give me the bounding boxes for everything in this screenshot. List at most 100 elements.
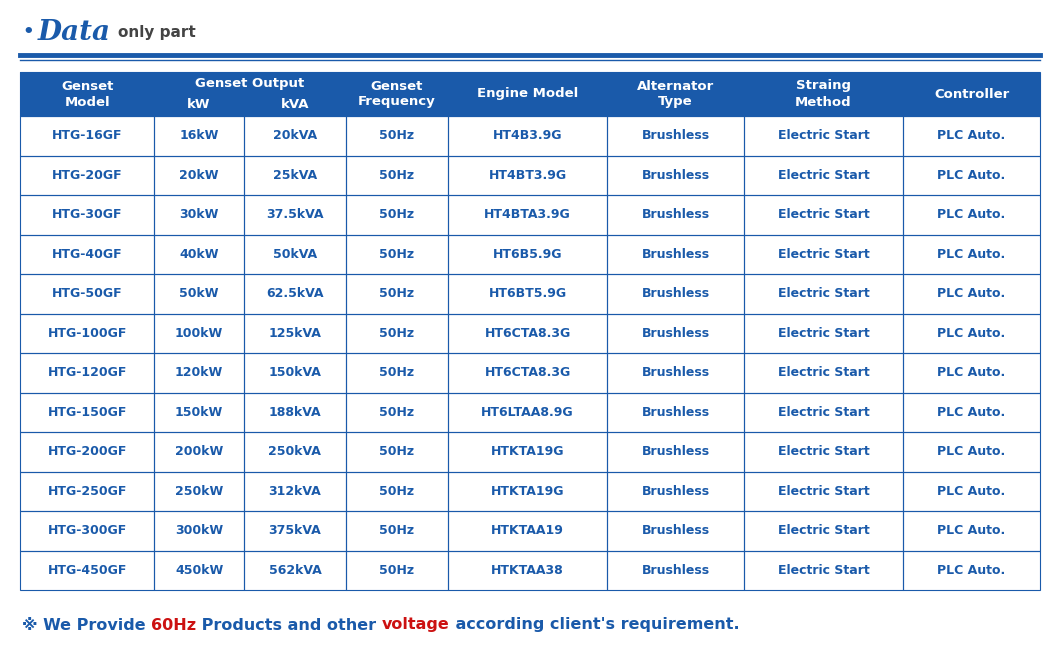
Text: HT6LTAA8.9G: HT6LTAA8.9G bbox=[481, 406, 573, 419]
Bar bbox=[903, 432, 1040, 471]
Text: 20kW: 20kW bbox=[179, 169, 218, 182]
Text: HTKTAA38: HTKTAA38 bbox=[491, 564, 564, 577]
Bar bbox=[607, 274, 744, 314]
Bar bbox=[448, 353, 607, 393]
Bar bbox=[155, 72, 346, 94]
Bar bbox=[744, 314, 903, 353]
Bar bbox=[448, 274, 607, 314]
Bar bbox=[448, 314, 607, 353]
Bar bbox=[20, 393, 155, 432]
Text: PLC Auto.: PLC Auto. bbox=[937, 129, 1006, 142]
Text: Alternator
Type: Alternator Type bbox=[637, 79, 714, 109]
Bar bbox=[903, 72, 1040, 116]
Bar bbox=[903, 195, 1040, 234]
Bar bbox=[20, 274, 155, 314]
Bar bbox=[744, 274, 903, 314]
Text: Brushless: Brushless bbox=[641, 209, 709, 221]
Bar bbox=[903, 156, 1040, 195]
Bar bbox=[448, 432, 607, 471]
Text: according client's requirement.: according client's requirement. bbox=[449, 618, 740, 632]
Bar bbox=[346, 314, 448, 353]
Bar bbox=[607, 353, 744, 393]
Bar bbox=[903, 314, 1040, 353]
Bar bbox=[448, 156, 607, 195]
Bar bbox=[744, 116, 903, 156]
Text: 562kVA: 562kVA bbox=[268, 564, 321, 577]
Text: Brushless: Brushless bbox=[641, 327, 709, 340]
Bar bbox=[903, 274, 1040, 314]
Text: 150kW: 150kW bbox=[175, 406, 224, 419]
Bar bbox=[20, 195, 155, 234]
Text: HTG-300GF: HTG-300GF bbox=[48, 524, 127, 538]
Bar bbox=[607, 156, 744, 195]
Text: PLC Auto.: PLC Auto. bbox=[937, 485, 1006, 498]
Text: Electric Start: Electric Start bbox=[778, 287, 869, 301]
Text: Electric Start: Electric Start bbox=[778, 366, 869, 379]
Bar bbox=[744, 551, 903, 590]
Text: Genset Output: Genset Output bbox=[195, 77, 304, 89]
Bar bbox=[903, 393, 1040, 432]
Bar bbox=[607, 72, 744, 116]
Bar bbox=[20, 234, 155, 274]
Bar bbox=[244, 511, 346, 551]
Text: HTKTAA19: HTKTAA19 bbox=[491, 524, 564, 538]
Bar bbox=[448, 511, 607, 551]
Bar bbox=[607, 353, 744, 393]
Bar bbox=[20, 393, 155, 432]
Text: Controller: Controller bbox=[934, 87, 1009, 101]
Bar bbox=[20, 314, 155, 353]
Bar bbox=[20, 353, 155, 393]
Bar bbox=[903, 393, 1040, 432]
Bar bbox=[346, 353, 448, 393]
Text: Electric Start: Electric Start bbox=[778, 129, 869, 142]
Text: PLC Auto.: PLC Auto. bbox=[937, 366, 1006, 379]
Text: Electric Start: Electric Start bbox=[778, 446, 869, 458]
Text: HT4BT3.9G: HT4BT3.9G bbox=[489, 169, 567, 182]
Text: 200kW: 200kW bbox=[175, 446, 224, 458]
Text: 25kVA: 25kVA bbox=[272, 169, 317, 182]
Text: 40kW: 40kW bbox=[179, 248, 218, 261]
Bar bbox=[607, 471, 744, 511]
Bar bbox=[346, 393, 448, 432]
Bar bbox=[607, 551, 744, 590]
Bar bbox=[155, 511, 244, 551]
Bar bbox=[607, 116, 744, 156]
Bar bbox=[346, 471, 448, 511]
Bar bbox=[448, 353, 607, 393]
Bar bbox=[20, 195, 155, 234]
Text: 50Hz: 50Hz bbox=[379, 169, 414, 182]
Bar bbox=[607, 551, 744, 590]
Bar bbox=[155, 551, 244, 590]
Bar bbox=[244, 116, 346, 156]
Bar bbox=[155, 393, 244, 432]
Text: voltage: voltage bbox=[382, 618, 449, 632]
Bar bbox=[20, 353, 155, 393]
Bar bbox=[744, 195, 903, 234]
Bar bbox=[903, 234, 1040, 274]
Bar bbox=[744, 274, 903, 314]
Bar bbox=[607, 116, 744, 156]
Bar bbox=[744, 432, 903, 471]
Bar bbox=[20, 116, 155, 156]
Bar bbox=[244, 551, 346, 590]
Bar bbox=[744, 353, 903, 393]
Bar bbox=[903, 353, 1040, 393]
Text: Electric Start: Electric Start bbox=[778, 209, 869, 221]
Bar bbox=[155, 94, 244, 116]
Bar bbox=[244, 195, 346, 234]
Bar bbox=[448, 116, 607, 156]
Bar bbox=[903, 353, 1040, 393]
Text: PLC Auto.: PLC Auto. bbox=[937, 248, 1006, 261]
Bar bbox=[346, 274, 448, 314]
Text: Brushless: Brushless bbox=[641, 524, 709, 538]
Text: Brushless: Brushless bbox=[641, 169, 709, 182]
Text: HTG-450GF: HTG-450GF bbox=[48, 564, 127, 577]
Bar bbox=[155, 116, 244, 156]
Text: HT6B5.9G: HT6B5.9G bbox=[493, 248, 562, 261]
Bar bbox=[20, 471, 155, 511]
Bar bbox=[346, 195, 448, 234]
Bar bbox=[244, 471, 346, 511]
Bar bbox=[155, 471, 244, 511]
Text: Electric Start: Electric Start bbox=[778, 327, 869, 340]
Text: HTG-250GF: HTG-250GF bbox=[48, 485, 127, 498]
